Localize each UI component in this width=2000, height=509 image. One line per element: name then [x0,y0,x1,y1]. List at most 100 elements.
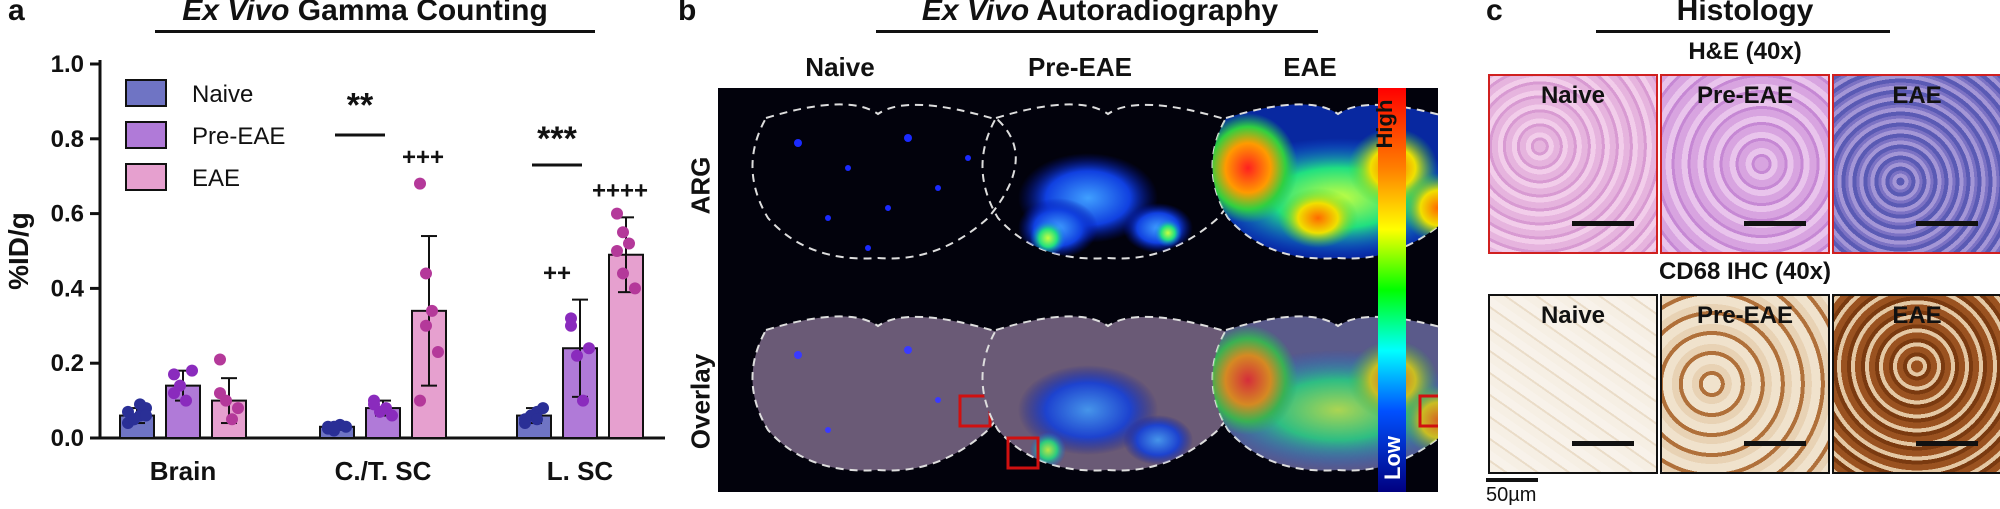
cd68-tile-label: Naive [1540,302,1606,329]
x-tick-label: Brain [150,456,216,486]
he-tile-naive: Naive [1488,74,1658,254]
y-tick-label: 0.2 [51,350,84,377]
data-point [583,342,595,355]
panel-b-letter: b [678,0,697,27]
data-point [340,420,352,433]
roi-box [1418,394,1438,428]
scale-bar [1572,221,1634,226]
y-tick-label: 1.0 [51,51,84,78]
overlay-pre-eae [981,315,1247,472]
data-point [611,207,623,220]
colorbar-high-label: High [1372,100,1397,149]
data-point [168,387,180,400]
data-point [328,420,340,433]
data-point [214,353,226,366]
he-tile-label: EAE [1892,82,1942,109]
arg-col-naive: Naive [805,52,875,82]
panel-a-title-rest: Gamma Counting [289,0,548,27]
colorbar-low-label: Low [1380,435,1405,480]
data-point [414,394,426,407]
arg-row-label: ARG [685,156,716,215]
scale-bar [1916,221,1978,226]
y-tick-label: 0.8 [51,126,84,153]
cd68-tile-naive: Naive [1488,294,1658,474]
data-point [368,398,380,411]
data-point [617,267,629,280]
data-point [571,349,583,362]
he-title: H&E (40x) [1688,38,1802,65]
scale-bar [1916,441,1978,446]
data-point [623,237,635,250]
data-point [128,413,140,426]
y-axis-label: %ID/g [3,212,34,290]
arg-col-pre-eae: Pre-EAE [1027,52,1133,82]
legend-swatch [125,121,167,149]
roi-box [1006,436,1040,470]
y-tick-label: 0.0 [51,425,84,452]
data-point [420,267,432,280]
panel-b-title-italic: Ex Vivo [921,0,1030,27]
panel-b-title-rest: Autoradiography [1029,0,1279,27]
scale-bar [1572,441,1634,446]
x-tick-label: L. SC [547,456,614,486]
data-point [577,394,589,407]
chart-legend: Naive Pre-EAE EAE [125,79,285,192]
data-point [134,398,146,411]
x-tick-label: C./T. SC [335,456,432,486]
scale-bar [1744,221,1806,226]
data-point [386,409,398,422]
he-tile-eae: EAE [1832,74,2000,254]
scale-legend-label: 50µm [1486,484,1537,506]
overlay-row-label: Overlay [685,353,716,450]
significance-label: ** [347,86,374,124]
he-tile-pre-eae: Pre-EAE [1660,74,1830,254]
data-point [168,368,180,381]
he-tile-label: Naive [1540,82,1606,109]
data-point [140,409,152,422]
significance-label: *** [537,120,577,158]
significance-label: +++ [402,144,444,171]
legend-swatch [125,163,167,191]
legend-swatch [125,79,167,107]
data-point [432,345,444,358]
data-point [214,387,226,400]
data-point [611,245,623,257]
chart-axes: 0.0 0.2 0.4 0.6 0.8 1.0 %ID/g Brain C./T. SC L. S… [3,51,665,486]
panel-c-title: Histology [1676,0,1814,27]
cd68-title: CD68 IHC (40x) [1658,258,1832,285]
panel-c-title-underline [1596,30,1890,33]
data-point [226,413,238,426]
legend-label: Naive [192,81,253,108]
data-point [420,319,432,332]
data-point [531,413,543,426]
chart-marks [119,177,644,440]
panel-b-title-underline [876,30,1318,33]
arg-naive [751,103,1017,260]
y-tick-label: 0.4 [51,275,85,302]
panel-a-title-underline [155,30,595,33]
cd68-tile-label: Pre-EAE [1696,302,1794,329]
significance-label: ++ [543,260,571,287]
data-point [565,312,577,325]
panel-a-title: Ex Vivo Gamma Counting [130,0,600,28]
legend-label: EAE [192,165,240,192]
colorbar [1378,88,1406,492]
he-tile-label: Pre-EAE [1696,82,1794,109]
panel-b-title: Ex Vivo Autoradiography [880,0,1320,28]
arg-col-eae: EAE [1283,52,1337,82]
data-point [617,226,629,239]
gamma-counting-chart: 0.0 0.2 0.4 0.6 0.8 1.0 %ID/g Brain C./T. SC L. S… [3,51,665,486]
scale-legend-bar [1486,478,1538,482]
significance-label: ++++ [592,178,648,205]
cd68-tile-eae: EAE [1832,294,2000,474]
data-point [232,402,244,415]
panel-a-title-italic: Ex Vivo [182,0,290,27]
data-point [414,177,426,190]
overlay-naive [751,315,1017,472]
y-tick-label: 0.6 [51,201,84,228]
panel-a-letter: a [8,0,25,27]
scale-bar [1744,441,1806,446]
legend-label: Pre-EAE [192,123,285,150]
autoradiography-image: High Low [718,88,1438,492]
cd68-tile-pre-eae: Pre-EAE [1660,294,1830,474]
